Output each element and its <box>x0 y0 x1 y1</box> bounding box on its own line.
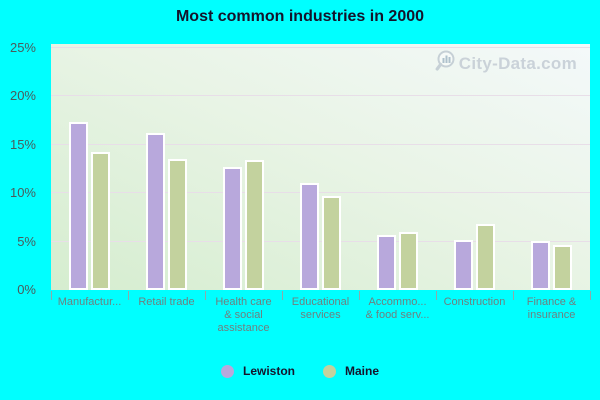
x-axis-label-line: Finance & <box>526 296 577 308</box>
bar-lewiston <box>69 122 88 290</box>
x-axis-label: Retail trade <box>119 296 214 309</box>
x-axis-tick <box>513 291 514 300</box>
watermark-text: City-Data.com <box>458 53 577 73</box>
x-axis-label: Finance & insurance <box>504 296 599 322</box>
legend-swatch-maine <box>323 364 336 378</box>
x-axis-label-line: Health care <box>215 296 272 308</box>
legend: Lewiston Maine <box>0 364 600 378</box>
x-axis-label: Accommo... & food serv... <box>350 296 445 322</box>
bar-maine <box>168 159 187 290</box>
bar-maine <box>476 224 495 290</box>
legend-label: Lewiston <box>242 364 295 378</box>
x-axis-label: Construction <box>427 296 522 309</box>
y-axis: 0% 5% 10% 15% 20% 25% <box>0 0 40 400</box>
x-axis-label-line: Retail trade <box>138 296 195 308</box>
x-axis-label: Health care & social assistance <box>196 296 291 335</box>
bar-lewiston <box>223 167 242 290</box>
x-axis-label-line: Manufactur... <box>57 296 122 308</box>
x-axis-label-line: services <box>300 309 341 321</box>
bar-group <box>436 44 513 290</box>
bar-group <box>359 44 436 290</box>
x-axis-tick <box>51 291 52 300</box>
x-axis-tick <box>282 291 283 300</box>
x-axis-label-line: Accommo... <box>368 296 427 308</box>
bar-maine <box>322 196 341 290</box>
bar-maine <box>399 231 418 290</box>
x-axis-label-line: Educational <box>291 296 350 308</box>
bar-maine <box>245 160 264 290</box>
bar-lewiston <box>377 234 396 290</box>
x-axis-label-line: assistance <box>217 322 270 334</box>
plot-area: City-Data.com <box>51 44 590 290</box>
chart-title: Most common industries in 2000 <box>175 8 425 25</box>
bar-lewiston <box>531 240 550 290</box>
gridline <box>51 95 590 97</box>
x-axis-tick <box>205 291 206 300</box>
bar-lewiston <box>454 239 473 290</box>
y-axis-tick-label: 0% <box>17 282 36 297</box>
y-axis-tick-label: 10% <box>9 185 36 201</box>
bar-maine <box>91 151 110 290</box>
bar-lewiston <box>300 183 319 290</box>
gridline <box>51 192 590 194</box>
magnifier-icon <box>433 49 457 78</box>
y-axis-tick-label: 20% <box>9 88 36 104</box>
x-axis-label-line: & food serv... <box>365 309 430 321</box>
x-axis-tick <box>128 291 129 300</box>
watermark: City-Data.com <box>433 49 577 78</box>
bar-group <box>282 44 359 290</box>
y-axis-tick-label: 25% <box>9 39 36 55</box>
x-axis-label-line: insurance <box>527 309 576 321</box>
bar-group <box>128 44 205 290</box>
x-axis-label: Manufactur... <box>42 296 137 309</box>
legend-swatch-lewiston <box>220 364 234 378</box>
bar-lewiston <box>146 133 165 290</box>
x-axis-tick <box>359 291 360 300</box>
bar-maine <box>553 245 572 290</box>
bar-group <box>205 44 282 290</box>
gridline <box>51 46 590 48</box>
x-axis-label-line: & social <box>224 309 263 321</box>
legend-label: Maine <box>345 364 380 378</box>
bar-group <box>513 44 590 290</box>
x-axis-tick <box>590 291 591 300</box>
gridline <box>51 143 590 145</box>
y-axis-tick-label: 15% <box>9 136 36 152</box>
x-axis-label-line: Construction <box>443 296 506 308</box>
gridline <box>51 240 590 242</box>
legend-item-lewiston: Lewiston <box>220 364 295 378</box>
x-axis-label: Educational services <box>273 296 368 322</box>
legend-item-maine: Maine <box>323 364 379 378</box>
y-axis-tick-label: 5% <box>17 233 36 249</box>
x-axis-tick <box>436 291 437 300</box>
bar-group <box>51 44 128 290</box>
